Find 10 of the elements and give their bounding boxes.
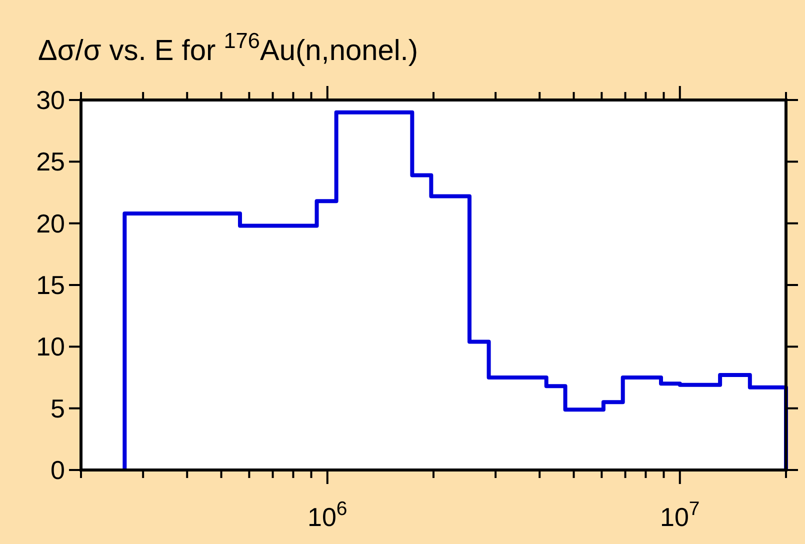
- y-tick-label: 10: [36, 332, 65, 362]
- y-tick-label: 5: [50, 393, 65, 424]
- y-tick-label: 15: [36, 270, 65, 300]
- y-tick-label: 25: [36, 146, 65, 177]
- x-tick-label: 10$^{6}$: [307, 498, 348, 532]
- chart-title: Δσ/σ vs. E for $^{176}$Au(n,nonel.): [38, 28, 418, 67]
- x-tick-label: 10$^{7}$: [660, 498, 700, 532]
- y-tick-label: 20: [36, 208, 65, 238]
- y-tick-label: 30: [36, 85, 65, 115]
- y-tick-label: 0: [50, 455, 65, 485]
